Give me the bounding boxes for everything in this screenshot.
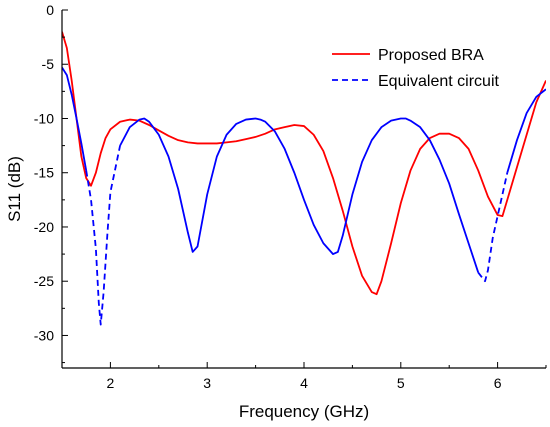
series-line-equivalent-circuit-0 [62, 67, 88, 171]
x-axis-title: Frequency (GHz) [239, 402, 369, 421]
y-tick-label-0: 0 [46, 2, 54, 18]
legend: Proposed BRA Equivalent circuit [332, 47, 500, 90]
y-tick-label--25: -25 [34, 273, 54, 289]
x-tick-label-3: 3 [203, 375, 211, 391]
y-axis-title: S11 (dB) [5, 156, 24, 222]
x-tick-label-6: 6 [494, 375, 502, 391]
series-line-equivalent-circuit-2 [119, 117, 480, 273]
x-tick-label-2: 2 [107, 375, 115, 391]
y-tick-label--30: -30 [34, 327, 54, 343]
series-line-equivalent-circuit-3 [477, 172, 509, 283]
ticks-layer: 2 3 4 5 6 0 -5 -10 -15 -20 -25 -30 [34, 2, 547, 391]
x-tick-label-5: 5 [397, 375, 405, 391]
y-tick-label--15: -15 [34, 165, 54, 181]
x-tick-label-4: 4 [300, 375, 308, 391]
series-line-equivalent-circuit-1 [85, 145, 121, 326]
y-tick-label--20: -20 [34, 219, 54, 235]
series-layer [62, 31, 546, 326]
legend-label-1: Equivalent circuit [378, 73, 500, 90]
y-tick-label--10: -10 [34, 110, 54, 126]
legend-label-0: Proposed BRA [378, 47, 484, 64]
series-line-proposed-bra [62, 31, 546, 296]
y-tick-label--5: -5 [42, 56, 55, 72]
series-line-equivalent-circuit-4 [506, 88, 546, 173]
